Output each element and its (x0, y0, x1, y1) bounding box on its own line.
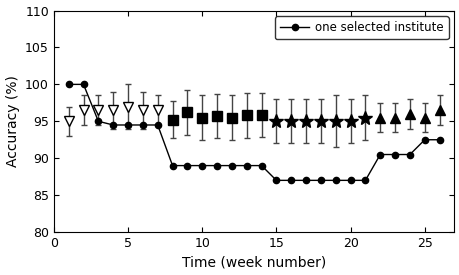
Y-axis label: Accuracy (%): Accuracy (%) (6, 75, 20, 167)
X-axis label: Time (week number): Time (week number) (182, 255, 325, 270)
Legend: one selected institute: one selected institute (274, 16, 448, 39)
